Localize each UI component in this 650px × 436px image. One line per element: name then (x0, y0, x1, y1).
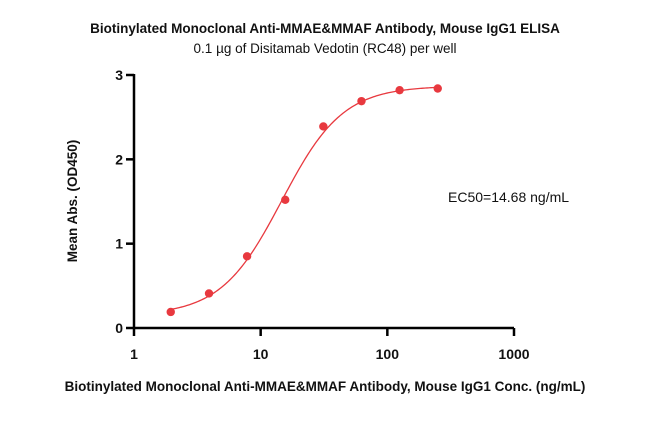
x-tick-label: 1000 (498, 346, 529, 362)
y-tick-label: 1 (115, 236, 123, 252)
data-point (433, 84, 442, 93)
x-tick-label: 1 (130, 346, 138, 362)
data-point (395, 85, 404, 95)
data-point (319, 122, 328, 131)
y-tick-label: 0 (115, 320, 123, 336)
x-tick-label: 10 (253, 346, 269, 362)
ec50-annotation: EC50=14.68 ng/mL (448, 189, 569, 205)
chart-subtitle: 0.1 µg of Disitamab Vedotin (RC48) per w… (194, 41, 457, 56)
y-tick-label: 2 (115, 151, 123, 167)
data-point (281, 195, 290, 205)
data-point (204, 289, 214, 298)
data-point (357, 96, 366, 106)
data-points (166, 84, 442, 317)
data-point (242, 252, 252, 261)
x-tick-label: 100 (376, 346, 400, 362)
data-point (166, 307, 175, 317)
fit-curve (170, 86, 438, 311)
x-axis-label: Biotinylated Monoclonal Anti-MMAE&MMAF A… (65, 379, 586, 394)
y-tick-label: 3 (115, 67, 123, 83)
chart-title: Biotinylated Monoclonal Anti-MMAE&MMAF A… (90, 21, 560, 36)
y-axis-label: Mean Abs. (OD450) (65, 140, 80, 263)
